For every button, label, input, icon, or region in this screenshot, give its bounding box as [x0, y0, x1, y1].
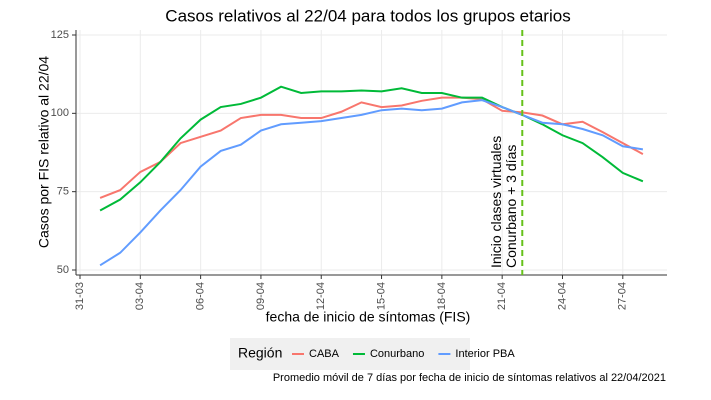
caption: Promedio móvil de 7 días por fecha de in…: [273, 372, 666, 384]
x-tick-label: 03-04: [134, 282, 146, 310]
x-tick-label: 15-04: [375, 282, 387, 310]
series-line: [99, 99, 644, 267]
annotation: Conurbano + 3 días: [503, 145, 519, 268]
y-tick-label: 100: [51, 107, 69, 119]
x-tick-label: 21-04: [496, 282, 508, 310]
plot-panel: [76, 30, 667, 275]
x-tick-label: 06-04: [195, 282, 207, 310]
annotation: Inicio clases virtuales: [488, 136, 504, 268]
legend-box: [230, 338, 470, 370]
x-tick-label: 31-03: [74, 282, 86, 310]
series-line: [99, 85, 644, 212]
y-tick-label: 75: [57, 186, 69, 198]
series-line: [99, 96, 644, 199]
legend-label: Interior PBA: [455, 348, 515, 360]
legend-title: Región: [238, 345, 282, 361]
x-tick-label: 27-04: [617, 282, 629, 310]
legend-label: CABA: [309, 348, 340, 360]
chart-title: Casos relativos al 22/04 para todos los …: [165, 6, 570, 25]
y-tick-label: 50: [57, 264, 69, 276]
x-axis-title: fecha de inicio de síntomas (FIS): [266, 309, 471, 325]
x-tick-label: 18-04: [436, 282, 448, 310]
legend-label: Conurbano: [370, 348, 424, 360]
x-tick-label: 09-04: [255, 282, 267, 310]
x-tick-label: 12-04: [315, 282, 327, 310]
y-axis-title: Casos por FIS relativo al 22/04: [36, 56, 52, 248]
x-tick-label: 24-04: [556, 282, 568, 310]
y-tick-label: 125: [51, 29, 69, 41]
